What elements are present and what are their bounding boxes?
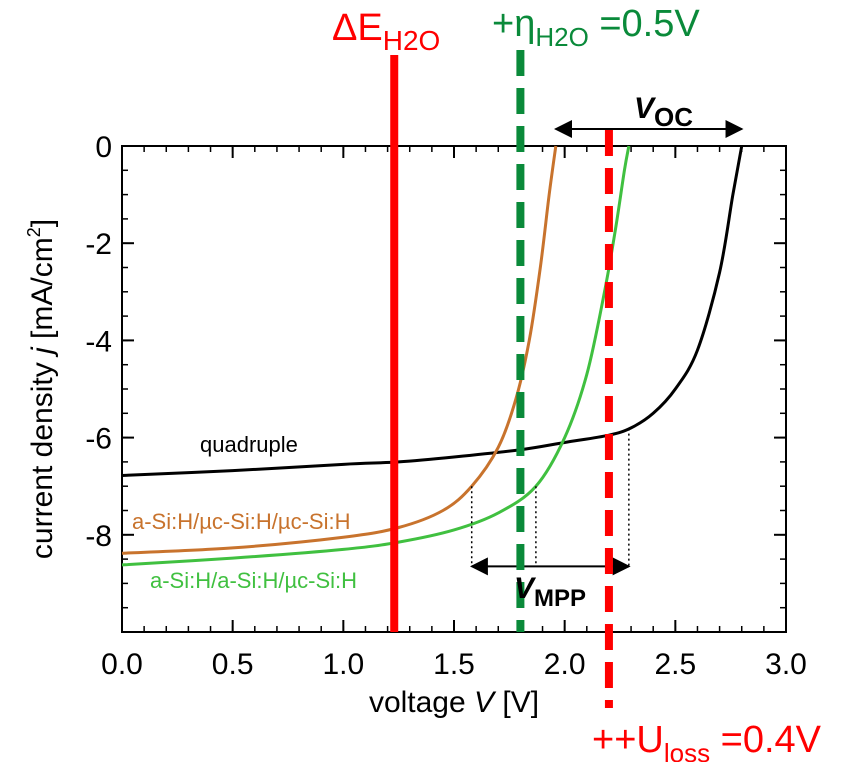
x-tick-label: 1.5	[433, 648, 475, 681]
x-tick-label: 2.0	[544, 648, 586, 681]
y-tick-label: -4	[85, 325, 112, 358]
curve-amicmic	[121, 145, 558, 555]
x-tick-label: 0.5	[212, 648, 254, 681]
series-layer	[121, 145, 744, 567]
x-tick-labels: 0.0 0.5 1.0 1.5 2.0 2.5 3.0	[101, 648, 807, 681]
label-vmpp: VMPP	[514, 572, 586, 612]
x-tick-label: 0.0	[101, 648, 143, 681]
label-voc: VOC	[634, 92, 693, 132]
series-label-aamic: a-Si:H/a-Si:H/µc-Si:H	[150, 568, 357, 593]
label-eta-h2o: +ηH2O =0.5V	[492, 3, 700, 52]
x-axis-title: voltage V [V]	[369, 686, 539, 719]
y-tick-label: -6	[85, 423, 112, 456]
y-tick-label: -2	[85, 228, 112, 261]
y-tick-labels: 0 -2 -4 -6 -8	[85, 131, 112, 553]
x-tick-label: 3.0	[765, 648, 807, 681]
curve-quadruple	[121, 145, 744, 478]
x-tick-label: 2.5	[654, 648, 696, 681]
series-label-amicmic: a-Si:H/µc-Si:H/µc-Si:H	[132, 509, 350, 534]
series-label-quadruple: quadruple	[200, 432, 298, 457]
y-axis-title: current density j [mA/cm2]	[24, 219, 59, 559]
label-u-loss: ++Uloss =0.4V	[592, 719, 822, 762]
y-tick-label: -8	[85, 520, 112, 553]
label-delta-e-h2o: ΔEH2O	[332, 7, 440, 56]
tick-marks	[121, 145, 787, 633]
curve-aamic	[121, 145, 631, 567]
vmpp-annotation	[469, 428, 631, 576]
y-tick-label: 0	[95, 131, 112, 164]
reference-lines	[390, 50, 613, 708]
x-tick-label: 1.0	[322, 648, 364, 681]
